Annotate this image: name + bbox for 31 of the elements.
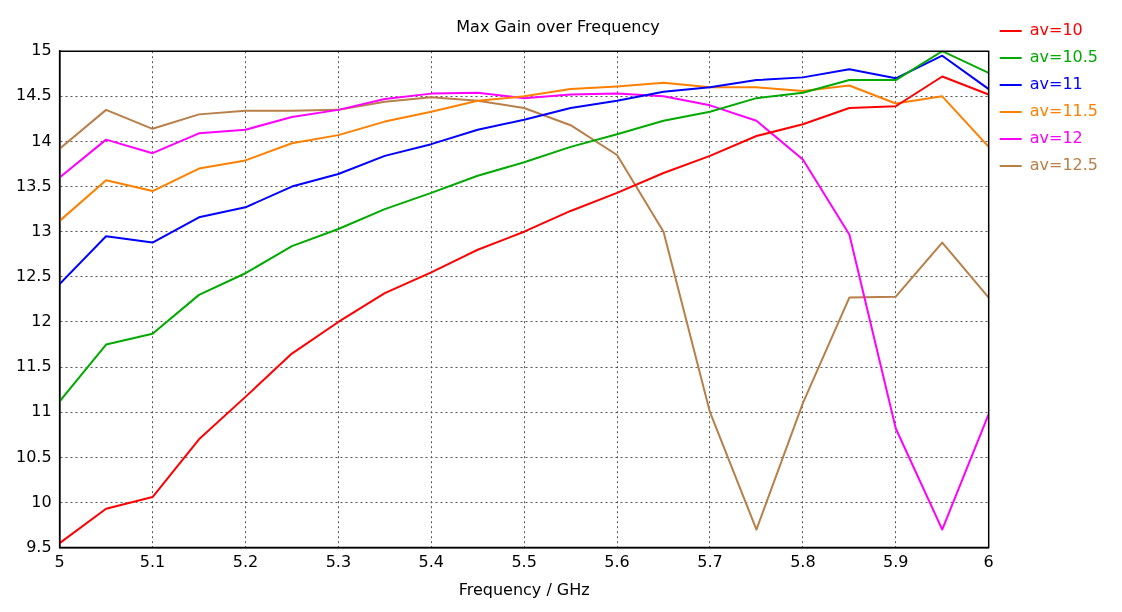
x-tick-label: 5.5 [511,552,537,572]
legend-label: av=10 [1029,20,1083,40]
x-tick-label: 5.9 [883,552,909,572]
x-tick-label: 5.4 [418,552,444,572]
y-tick-label: 10.5 [16,446,52,466]
x-tick-label: 5.3 [325,552,352,572]
chart-title: Max Gain over Frequency [456,16,660,36]
y-tick-label: 9.5 [26,536,52,556]
x-tick-label: 5 [54,552,65,572]
legend-label: av=11 [1029,74,1083,94]
x-tick-label: 5.7 [697,552,723,572]
y-tick-label: 13 [31,220,52,240]
y-tick-label: 12.5 [16,265,52,285]
x-tick-label: 5.8 [790,552,816,572]
y-tick-label: 14.5 [16,85,52,105]
legend-label: av=11.5 [1029,101,1099,121]
x-tick-label: 6 [983,552,994,572]
legend-label: av=10.5 [1029,47,1099,67]
x-tick-label: 5.1 [139,552,166,572]
legend-label: av=12.5 [1029,155,1099,175]
y-tick-label: 14 [31,130,52,150]
legend-label: av=12 [1029,128,1083,148]
y-tick-label: 10 [31,491,52,511]
y-tick-label: 11.5 [16,356,52,376]
y-tick-label: 13.5 [16,175,52,195]
y-tick-label: 11 [31,401,52,421]
y-tick-label: 15 [31,40,52,60]
x-tick-label: 5.6 [604,552,630,572]
x-axis-title: Frequency / GHz [458,579,590,599]
x-tick-label: 5.2 [232,552,259,572]
y-tick-label: 12 [31,311,52,331]
